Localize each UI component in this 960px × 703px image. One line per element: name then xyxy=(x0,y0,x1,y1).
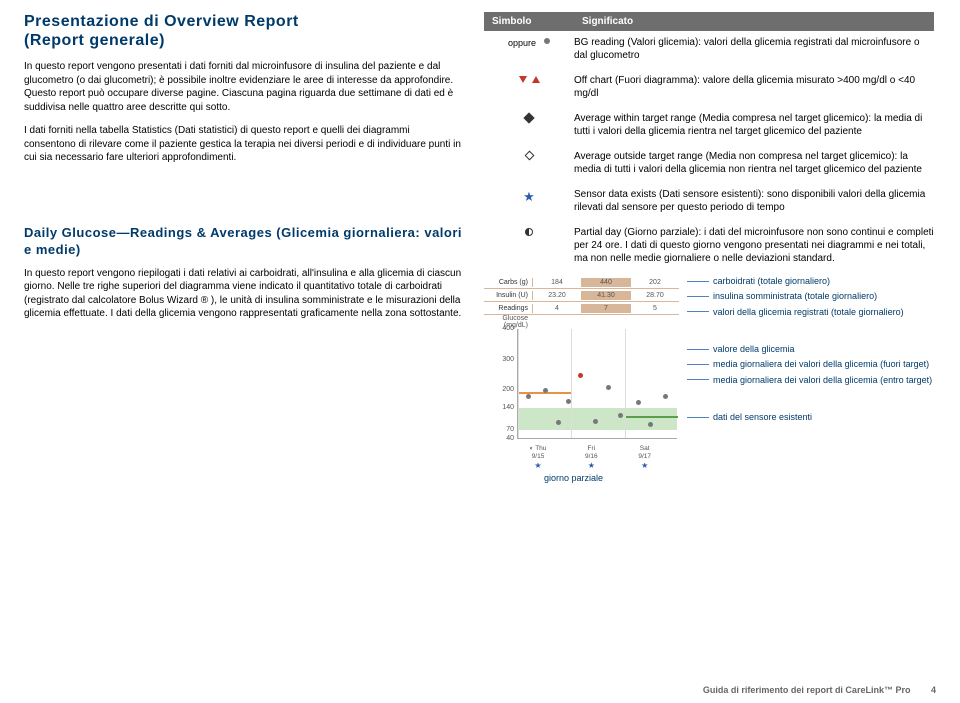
callout-insulin: insulina somministrata (totale giornalie… xyxy=(713,291,877,301)
legend-row-avg-out: Average outside target range (Media non … xyxy=(484,145,934,183)
triangle-up-icon xyxy=(532,76,540,83)
legend-header: Simbolo Significato xyxy=(484,12,934,31)
footer-page: 4 xyxy=(931,685,936,695)
legend-desc-1: Off chart (Fuori diagramma): valore dell… xyxy=(574,74,934,100)
title-line-1: Presentazione di Overview Report xyxy=(24,13,299,30)
section-title-daily-glucose: Daily Glucose—Readings & Averages (Glice… xyxy=(24,225,464,259)
callout-list: carboidrati (totale giornaliero) insulin… xyxy=(687,276,932,422)
callout-avg-out: media giornaliera dei valori della glice… xyxy=(713,359,929,369)
mini-label-readings: Readings xyxy=(484,305,532,312)
legend-row-bg-reading: oppure BG reading (Valori glicemia): val… xyxy=(484,31,934,69)
legend-desc-5: Partial day (Giorno parziale): i dati de… xyxy=(574,226,934,265)
callout-partial-day: giorno parziale xyxy=(544,473,934,483)
section-para: In questo report vengono riepilogati i d… xyxy=(24,267,464,321)
intro-para-2: I dati forniti nella tabella Statistics … xyxy=(24,124,464,165)
mini-row-insulin: Insulin (U) 23.20 41.30 28.70 xyxy=(484,289,679,302)
mini-chart: Carbs (g) 184 440 202 Insulin (U) 23.20 … xyxy=(484,276,679,439)
legend-row-sensor: ★ Sensor data exists (Dati sensore esist… xyxy=(484,183,934,221)
cell: 7 xyxy=(581,304,630,313)
intro-para-1: In questo report vengono presentati i da… xyxy=(24,60,464,114)
legend-header-symbol: Simbolo xyxy=(484,12,574,31)
title-line-2: (Report generale) xyxy=(24,32,165,49)
cell: 202 xyxy=(630,278,679,287)
callout-carbs: carboidrati (totale giornaliero) xyxy=(713,276,830,286)
mini-row-readings: Readings 4 7 5 xyxy=(484,302,679,315)
cell: 5 xyxy=(630,304,679,313)
mini-label-glucose: Glucose xyxy=(502,315,528,322)
cell: 4 xyxy=(532,304,581,313)
legend-row-partial: Partial day (Giorno parziale): i dati de… xyxy=(484,221,934,272)
cell: 184 xyxy=(532,278,581,287)
partial-day-icon xyxy=(525,228,533,236)
mini-chart-wrap: Carbs (g) 184 440 202 Insulin (U) 23.20 … xyxy=(484,276,934,439)
legend-row-avg-in: Average within target range (Media compr… xyxy=(484,107,934,145)
mini-row-carbs: Carbs (g) 184 440 202 xyxy=(484,276,679,289)
callout-sensor: dati del sensore esistenti xyxy=(713,412,812,422)
legend-desc-3: Average outside target range (Media non … xyxy=(574,150,934,176)
footer-text: Guida di riferimento dei report di CareL… xyxy=(703,685,911,695)
legend-header-meaning: Significato xyxy=(574,12,934,31)
mini-plot: 4003002001407040◐ Thu9/15★Fri9/16★Sat9/1… xyxy=(517,329,677,439)
cell: 23.20 xyxy=(532,291,581,300)
callout-avg-in: media giornaliera dei valori della glice… xyxy=(713,375,932,385)
page-title-1: Presentazione di Overview Report (Report… xyxy=(24,12,464,50)
page-footer: Guida di riferimento dei report di CareL… xyxy=(703,685,936,695)
legend-desc-4: Sensor data exists (Dati sensore esisten… xyxy=(574,188,934,214)
cell: 28.70 xyxy=(630,291,679,300)
mini-label-carbs: Carbs (g) xyxy=(484,279,532,286)
cell: 41.30 xyxy=(581,291,630,300)
legend-desc-0: BG reading (Valori glicemia): valori del… xyxy=(574,36,934,62)
legend-row-offchart: Off chart (Fuori diagramma): valore dell… xyxy=(484,69,934,107)
legend-desc-2: Average within target range (Media compr… xyxy=(574,112,934,138)
star-icon: ★ xyxy=(523,190,535,203)
callout-readings: valori della glicemia registrati (totale… xyxy=(713,307,904,317)
cell: 440 xyxy=(581,278,630,287)
triangle-down-icon xyxy=(519,76,527,83)
diamond-outline-icon xyxy=(524,151,534,161)
legend-text-oppure: oppure xyxy=(508,38,536,48)
diamond-fill-icon xyxy=(523,112,534,123)
mini-label-insulin: Insulin (U) xyxy=(484,292,532,299)
dot-icon xyxy=(544,38,550,44)
callout-bg-value: valore della glicemia xyxy=(713,344,795,354)
